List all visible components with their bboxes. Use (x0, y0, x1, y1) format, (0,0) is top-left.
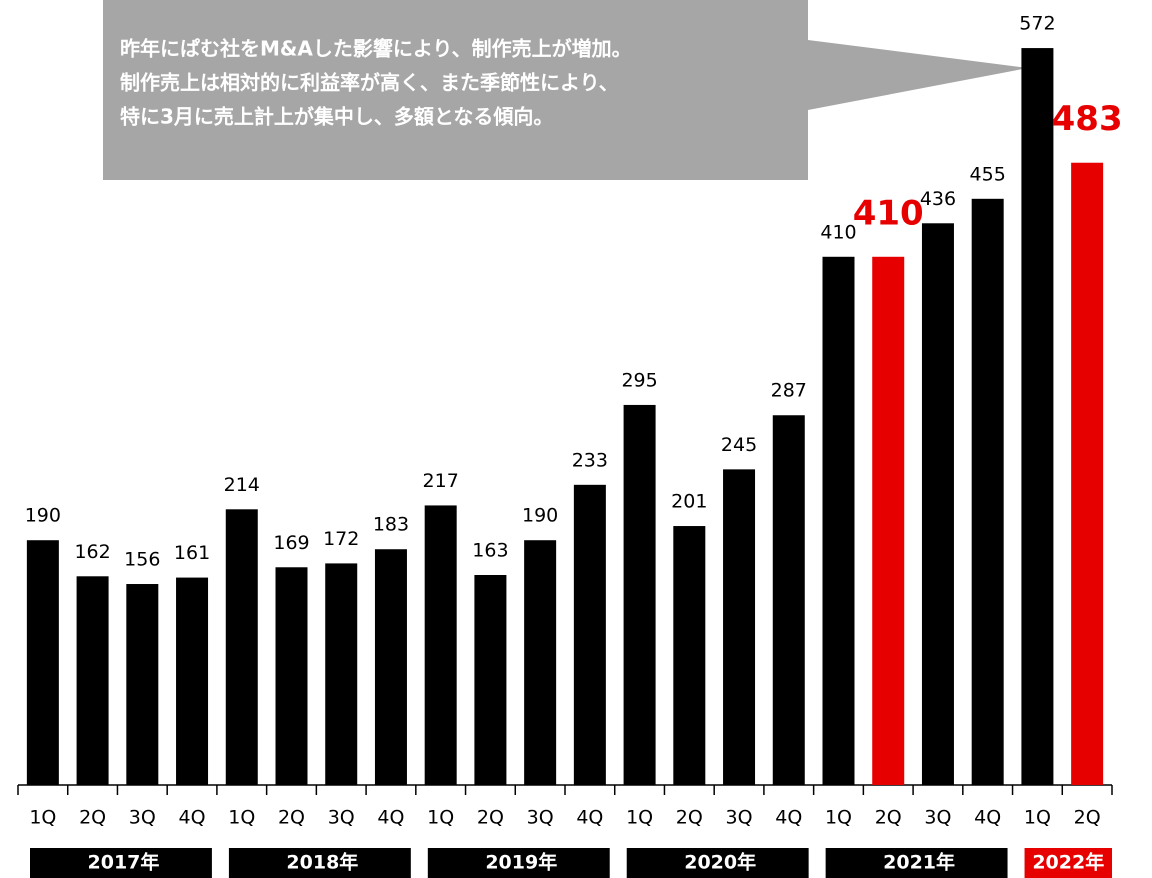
value-label: 201 (671, 491, 707, 513)
x-tick-label: 3Q (129, 807, 156, 829)
x-tick-label: 4Q (377, 807, 404, 829)
value-label: 169 (273, 532, 309, 554)
value-label: 572 (1019, 13, 1055, 35)
bar (225, 509, 258, 785)
x-tick-label: 1Q (228, 807, 255, 829)
bar (275, 567, 308, 785)
year-label: 2021年 (883, 851, 955, 874)
year-box (427, 848, 610, 878)
bar (126, 584, 159, 785)
x-tick-label: 1Q (825, 807, 852, 829)
x-tick-label: 2Q (1074, 807, 1101, 829)
x-tick-label: 3Q (328, 807, 355, 829)
x-tick-label: 3Q (924, 807, 951, 829)
x-tick-label: 1Q (427, 807, 454, 829)
bar (723, 469, 756, 785)
value-label: 161 (174, 542, 210, 564)
x-tick-label: 2Q (477, 807, 504, 829)
bar (176, 577, 209, 785)
bar (573, 484, 606, 785)
x-tick-label: 2Q (79, 807, 106, 829)
value-label: 217 (423, 470, 459, 492)
bar (822, 256, 855, 785)
x-tick-label: 2Q (278, 807, 305, 829)
bar (971, 198, 1004, 785)
x-tick-label: 4Q (775, 807, 802, 829)
value-label: 162 (74, 541, 110, 563)
bar (1021, 48, 1054, 785)
value-label: 410 (820, 221, 856, 243)
x-tick-label: 4Q (974, 807, 1001, 829)
value-label: 214 (224, 474, 260, 496)
value-label: 233 (572, 449, 608, 471)
value-label: 190 (25, 505, 61, 527)
year-box (825, 848, 1008, 878)
value-label: 163 (472, 540, 508, 562)
x-tick-label: 1Q (29, 807, 56, 829)
bar (1071, 162, 1104, 786)
year-label: 2022年 (1032, 851, 1104, 874)
x-tick-label: 4Q (179, 807, 206, 829)
x-tick-label: 4Q (576, 807, 603, 829)
value-label: 156 (124, 549, 160, 571)
x-tick-label: 1Q (626, 807, 653, 829)
bar (673, 526, 706, 785)
value-label: 245 (721, 434, 757, 456)
value-label: 483 (1052, 99, 1123, 139)
bar (374, 549, 407, 785)
x-tick-label: 2Q (676, 807, 703, 829)
year-label: 2020年 (684, 851, 756, 874)
annotation-line: 特に3月に売上計上が集中し、多額となる傾向。 (120, 105, 553, 129)
value-label: 172 (323, 528, 359, 550)
x-tick-label: 2Q (875, 807, 902, 829)
bar (772, 415, 805, 785)
x-tick-label: 1Q (1024, 807, 1051, 829)
value-label: 295 (621, 369, 657, 391)
year-box (626, 848, 809, 878)
bar (524, 540, 557, 785)
year-label: 2019年 (485, 851, 557, 874)
bar (623, 404, 656, 785)
x-tick-label: 3Q (726, 807, 753, 829)
value-label: 183 (373, 514, 409, 536)
bar (76, 576, 109, 785)
year-label: 2017年 (88, 851, 160, 874)
value-label: 410 (853, 193, 924, 233)
annotation-line: 昨年にぱむ社をM&Aした影響により、制作売上が増加。 (120, 37, 632, 61)
bar (921, 223, 954, 785)
bar (872, 256, 905, 785)
x-tick-label: 3Q (527, 807, 554, 829)
value-label: 436 (920, 188, 956, 210)
value-label: 287 (771, 380, 807, 402)
year-label: 2018年 (286, 851, 358, 874)
callout (103, 0, 1028, 180)
bar (26, 540, 59, 785)
year-box (1024, 848, 1112, 878)
value-label: 190 (522, 505, 558, 527)
bar (325, 563, 358, 785)
annotation-line: 制作売上は相対的に利益率が高く、また季節性により、 (120, 71, 619, 95)
bar (474, 575, 507, 785)
value-label: 455 (970, 163, 1006, 185)
year-box (228, 848, 411, 878)
year-box (30, 848, 212, 878)
bar (424, 505, 457, 785)
